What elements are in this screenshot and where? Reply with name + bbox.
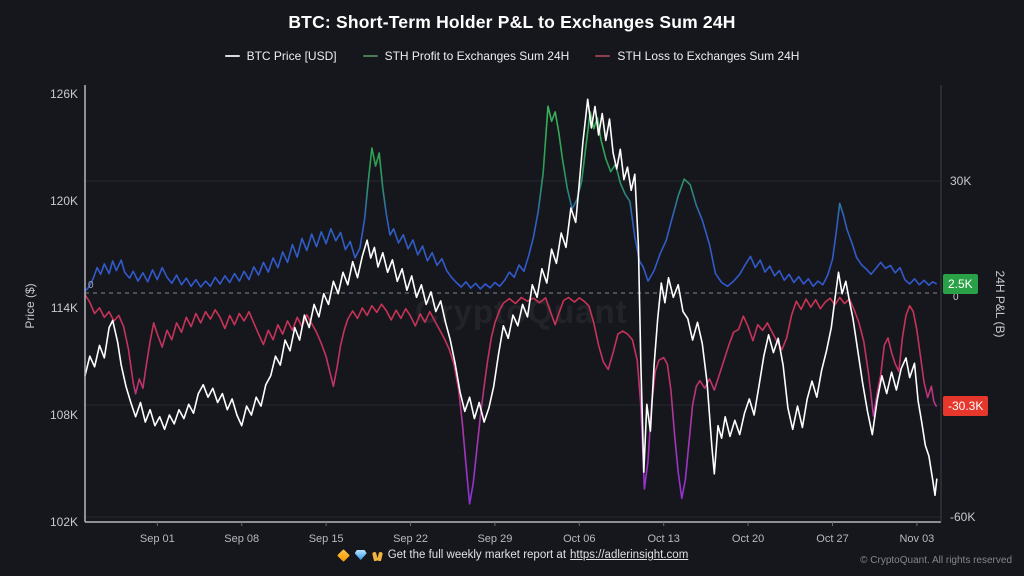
- footer-link[interactable]: https://adlerinsight.com: [570, 549, 689, 561]
- x-tick-Sep-29: Sep 29: [477, 533, 513, 545]
- profit-line: [84, 105, 938, 292]
- legend-item-2[interactable]: STH Loss to Exchanges Sum 24H: [595, 49, 799, 63]
- footer-banner: Get the full weekly market report at htt…: [0, 548, 1024, 562]
- legend: BTC Price [USD] STH Profit to Exchanges S…: [0, 49, 1024, 63]
- x-tick-Oct-06: Oct 06: [563, 533, 596, 545]
- orange-diamond-icon: [336, 548, 350, 562]
- raised-hands-icon: [371, 550, 383, 561]
- price-tick-102K: 102K: [49, 515, 78, 529]
- x-tick-Sep-01: Sep 01: [139, 533, 175, 545]
- footer-text: Get the full weekly market report at: [387, 549, 567, 561]
- x-tick-Oct-20: Oct 20: [731, 533, 765, 545]
- x-tick-Sep-08: Sep 08: [224, 533, 260, 545]
- x-tick-Oct-13: Oct 13: [647, 533, 680, 545]
- legend-swatch-icon: [595, 55, 611, 57]
- price-line: [84, 98, 938, 497]
- price-tick-120K: 120K: [49, 194, 78, 208]
- legend-swatch-icon: [224, 55, 240, 57]
- copyright-notice: © CryptoQuant. All rights reserved: [860, 555, 1012, 566]
- profit-last-value-badge: 2.5K: [943, 273, 978, 294]
- zero-line-label-left: 0: [88, 280, 94, 291]
- gem-icon: [354, 550, 367, 560]
- price-tick-126K: 126K: [49, 87, 78, 101]
- x-tick-Nov-03: Nov 03: [899, 533, 935, 545]
- x-tick-Sep-22: Sep 22: [393, 533, 428, 545]
- legend-label: BTC Price [USD]: [246, 49, 337, 63]
- legend-item-1[interactable]: STH Profit to Exchanges Sum 24H: [362, 49, 570, 63]
- pnl-tick-30K: 30K: [950, 174, 972, 188]
- legend-swatch-icon: [362, 55, 378, 57]
- page-title: BTC: Short-Term Holder P&L to Exchanges …: [288, 12, 736, 32]
- pnl-tick--60K: -60K: [950, 510, 976, 524]
- x-tick-Oct-27: Oct 27: [816, 533, 849, 545]
- zero-line-label-right: 0: [953, 292, 959, 303]
- legend-item-0[interactable]: BTC Price [USD]: [224, 49, 337, 63]
- loss-line: [84, 293, 938, 505]
- price-tick-114K: 114K: [50, 301, 78, 315]
- legend-label: STH Profit to Exchanges Sum 24H: [384, 49, 570, 63]
- legend-label: STH Loss to Exchanges Sum 24H: [617, 49, 800, 63]
- loss-last-value-badge: -30.3K: [943, 396, 989, 417]
- x-tick-Sep-15: Sep 15: [308, 533, 344, 545]
- price-tick-108K: 108K: [49, 408, 78, 422]
